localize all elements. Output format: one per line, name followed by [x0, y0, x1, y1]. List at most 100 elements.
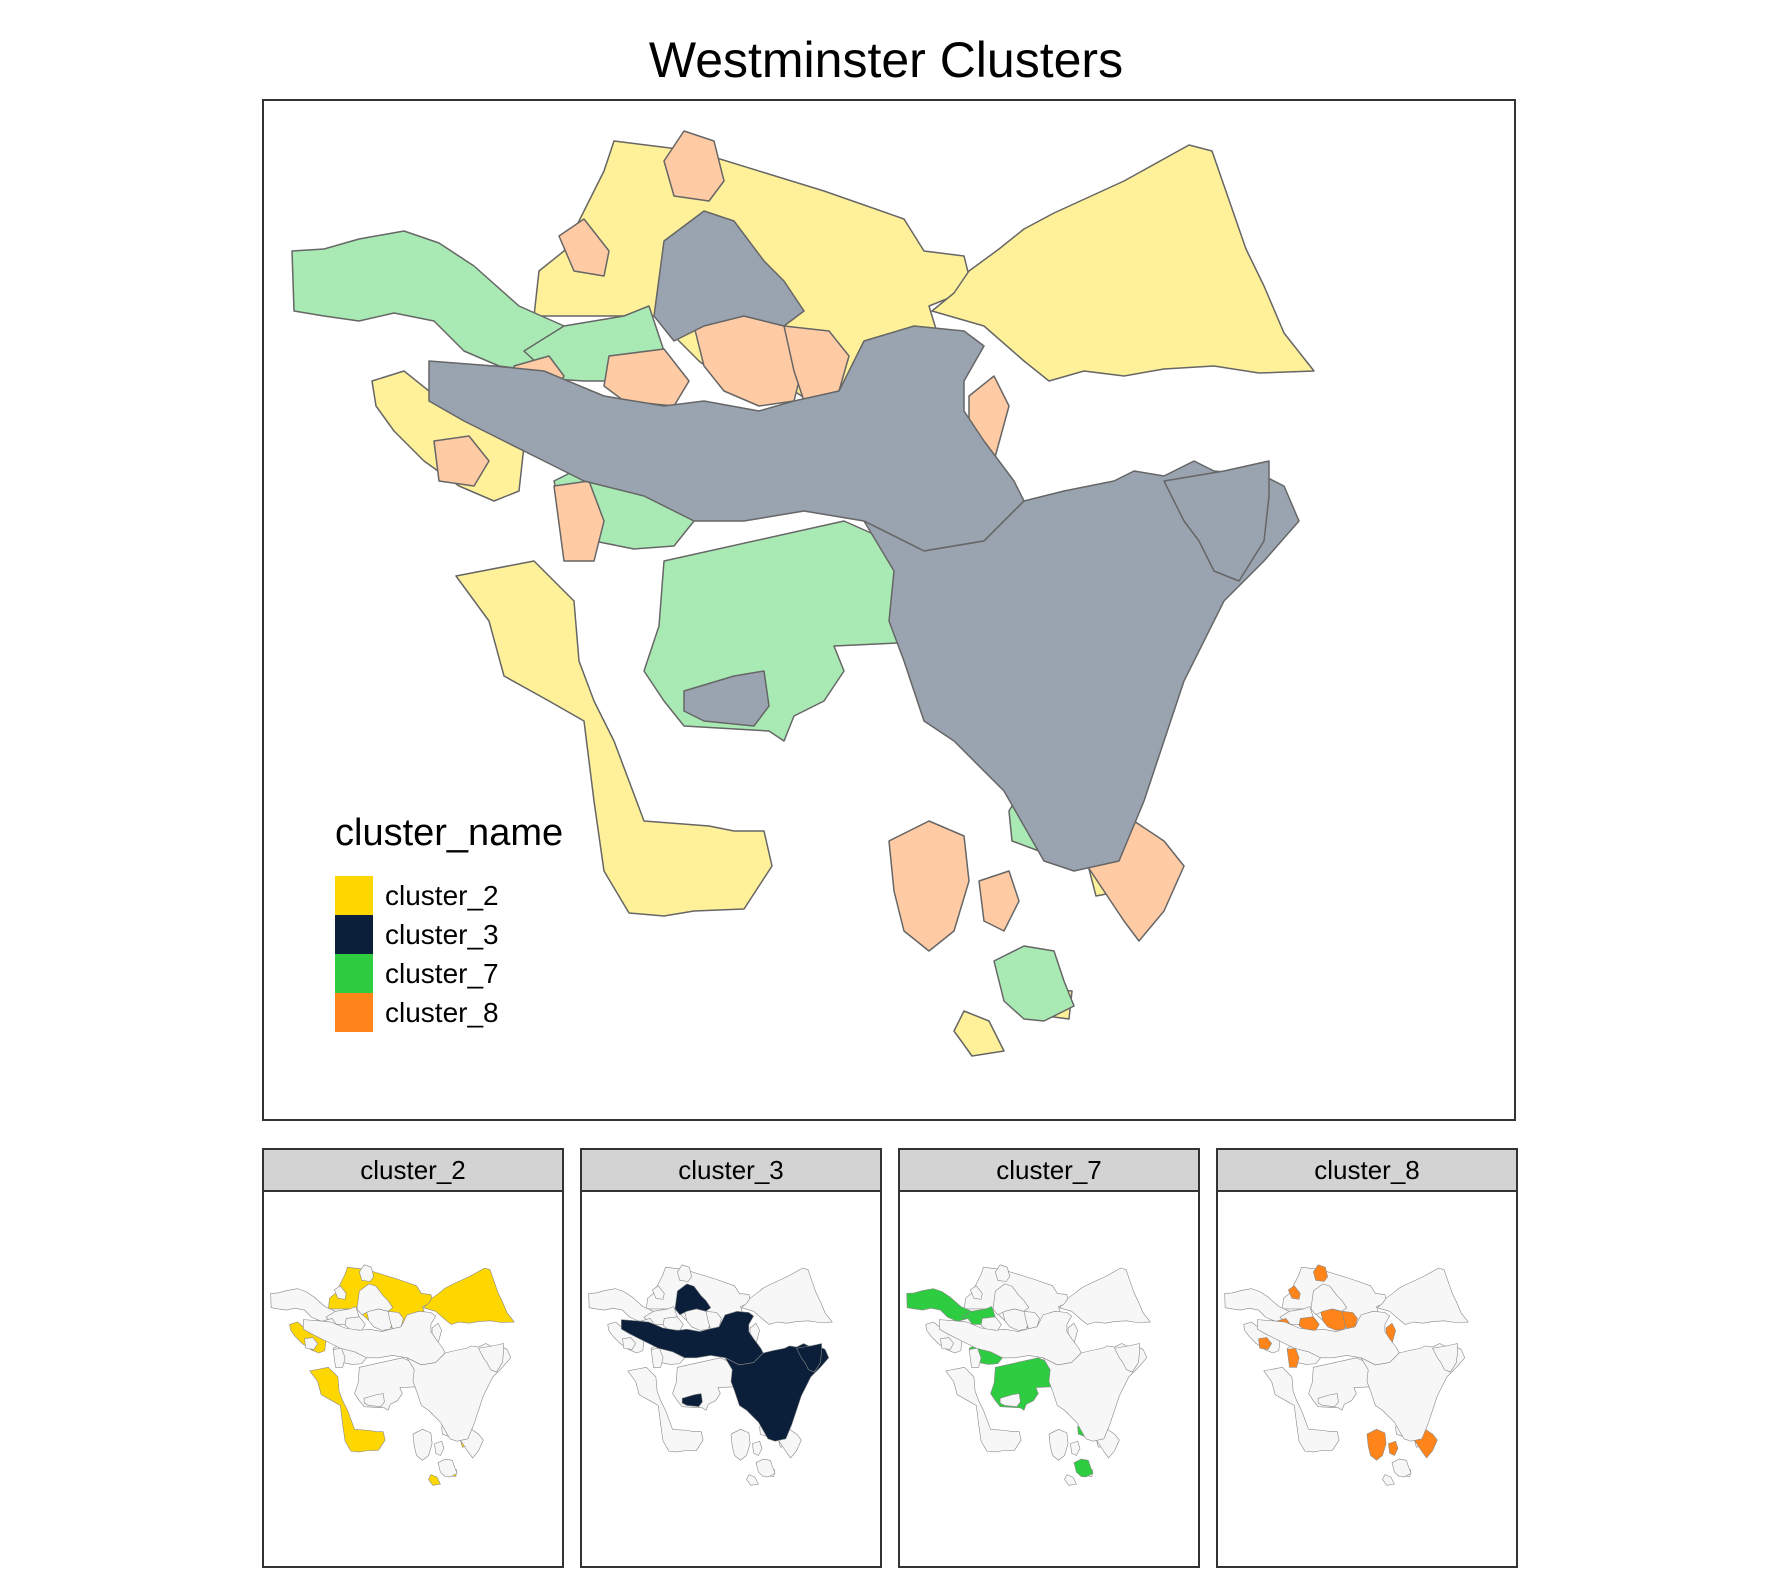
map-region-cluster-2 [1382, 1474, 1395, 1486]
map-region-cluster-2 [953, 1010, 1005, 1057]
map-region-cluster-3 [1042, 1343, 1148, 1442]
map-region-cluster-8 [1048, 1429, 1069, 1461]
legend-title: cluster_name [335, 812, 564, 854]
map-region-cluster-3 [1163, 460, 1270, 582]
legend-swatch [335, 954, 373, 993]
map-region-cluster-2 [428, 1474, 441, 1486]
map-region-cluster-8 [622, 1337, 636, 1350]
facet-map [906, 1264, 1151, 1486]
facet-strip-label: cluster_7 [900, 1150, 1198, 1192]
legend-item: cluster_3 [335, 915, 563, 954]
map-region-cluster-2 [455, 560, 773, 917]
map-region-cluster-2 [1058, 1267, 1151, 1325]
map-region-cluster-8 [730, 1429, 751, 1461]
map-region-cluster-8 [553, 480, 605, 562]
map-region-cluster-8 [1366, 1429, 1387, 1461]
facet-map [270, 1264, 515, 1486]
legend-item: cluster_7 [335, 954, 563, 993]
map-region-cluster-7 [1073, 1458, 1094, 1478]
facet-panel-cluster-8: cluster_8 [1216, 1148, 1518, 1568]
facet-map [588, 1264, 833, 1486]
map-region-cluster-3 [683, 670, 770, 727]
main-map-panel [262, 99, 1516, 1121]
map-region-cluster-8 [888, 820, 970, 952]
legend: cluster_name cluster_2 cluster_3 cluster… [335, 810, 563, 1032]
main-map [291, 130, 1315, 1057]
map-region-cluster-7 [270, 1288, 336, 1323]
map-region-cluster-7 [588, 1288, 654, 1323]
map-region-cluster-7 [1224, 1288, 1290, 1323]
map-region-cluster-7 [1391, 1458, 1412, 1478]
map-region-cluster-8 [412, 1429, 433, 1461]
map-region-cluster-8 [433, 435, 490, 487]
map-region-cluster-8 [995, 1264, 1010, 1282]
map-region-cluster-8 [1070, 1440, 1081, 1456]
map-region-cluster-8 [1388, 1440, 1399, 1456]
facet-map [1224, 1264, 1469, 1486]
facet-panel-cluster-7: cluster_7 [898, 1148, 1200, 1568]
map-region-cluster-3 [681, 1393, 703, 1407]
facet-strip-label: cluster_3 [582, 1150, 880, 1192]
legend-label: cluster_7 [385, 957, 499, 989]
map-region-cluster-7 [993, 945, 1075, 1022]
map-region-cluster-3 [863, 460, 1300, 872]
legend-item: cluster_8 [335, 993, 563, 1032]
legend-label: cluster_8 [385, 996, 499, 1028]
map-region-cluster-3 [406, 1343, 512, 1442]
map-region-cluster-2 [309, 1367, 386, 1453]
map-region-cluster-3 [653, 210, 805, 342]
map-region-cluster-8 [940, 1337, 954, 1350]
facet-panel-cluster-2: cluster_2 [262, 1148, 564, 1568]
map-region-cluster-2 [746, 1474, 759, 1486]
legend-swatch [335, 876, 373, 915]
map-region-cluster-8 [304, 1337, 318, 1350]
map-region-cluster-3 [1114, 1343, 1140, 1373]
map-region-cluster-7 [906, 1288, 972, 1323]
map-region-cluster-3 [621, 1310, 764, 1366]
map-region-cluster-8 [1288, 1285, 1301, 1300]
map-region-cluster-8 [1313, 1264, 1328, 1282]
map-region-cluster-7 [291, 230, 565, 372]
map-region-cluster-8 [652, 1285, 665, 1300]
facet-strip-label: cluster_8 [1218, 1150, 1516, 1192]
map-region-cluster-8 [1258, 1337, 1272, 1350]
map-region-cluster-2 [1064, 1474, 1077, 1486]
map-region-cluster-3 [303, 1310, 446, 1366]
map-region-cluster-8 [677, 1264, 692, 1282]
map-region-cluster-2 [627, 1367, 704, 1453]
map-region-cluster-3 [992, 1283, 1030, 1316]
map-region-cluster-2 [945, 1367, 1022, 1453]
map-region-cluster-3 [999, 1393, 1021, 1407]
legend-swatch [335, 993, 373, 1032]
map-region-cluster-3 [674, 1283, 712, 1316]
map-region-cluster-3 [478, 1343, 504, 1373]
map-region-cluster-3 [428, 325, 1025, 552]
map-region-cluster-3 [1310, 1283, 1348, 1316]
map-region-cluster-7 [437, 1458, 458, 1478]
legend-swatch [335, 915, 373, 954]
map-region-cluster-2 [1263, 1367, 1340, 1453]
map-region-cluster-8 [970, 1285, 983, 1300]
map-region-cluster-3 [1257, 1310, 1400, 1366]
map-region-cluster-8 [434, 1440, 445, 1456]
legend-label: cluster_3 [385, 918, 499, 950]
map-region-cluster-3 [939, 1310, 1082, 1366]
map-region-cluster-3 [796, 1343, 822, 1373]
map-region-cluster-3 [1360, 1343, 1466, 1442]
facet-panel-cluster-3: cluster_3 [580, 1148, 882, 1568]
map-region-cluster-8 [359, 1264, 374, 1282]
legend-item: cluster_2 [335, 876, 563, 915]
map-region-cluster-2 [1376, 1267, 1469, 1325]
map-region-cluster-2 [422, 1267, 515, 1325]
legend-label: cluster_2 [385, 879, 499, 911]
map-region-cluster-8 [663, 130, 725, 202]
map-region-cluster-8 [752, 1440, 763, 1456]
map-region-cluster-3 [356, 1283, 394, 1316]
map-region-cluster-8 [978, 870, 1020, 932]
map-region-cluster-3 [1432, 1343, 1458, 1373]
map-region-cluster-2 [931, 144, 1315, 382]
map-region-cluster-3 [363, 1393, 385, 1407]
map-region-cluster-7 [755, 1458, 776, 1478]
map-region-cluster-2 [740, 1267, 833, 1325]
map-title: Westminster Clusters [648, 32, 1124, 88]
